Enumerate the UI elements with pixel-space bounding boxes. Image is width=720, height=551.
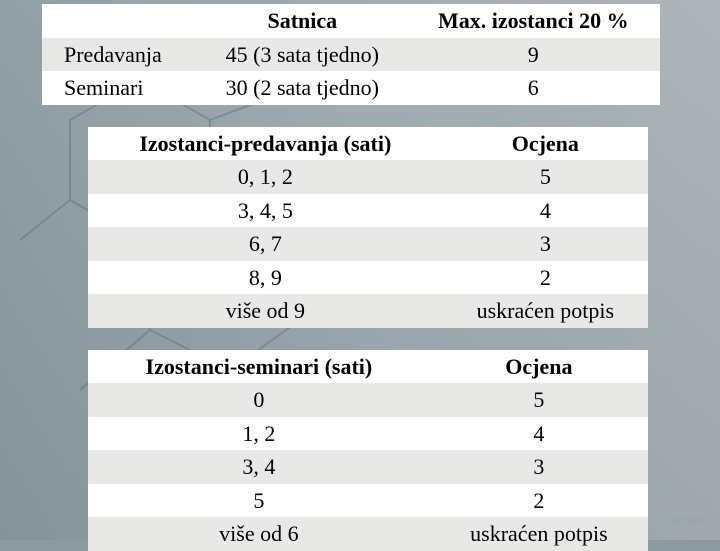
- table1-r1-c1: 30 (2 sata tjedno): [198, 71, 407, 105]
- table2-r2-c1: 3: [443, 227, 648, 261]
- table2-header-0: Izostanci-predavanja (sati): [88, 127, 443, 161]
- table3-r2-c0: 3, 4: [88, 450, 430, 484]
- table1-r1-c2: 6: [407, 71, 660, 105]
- table-row: 6, 7 3: [88, 227, 648, 261]
- table2-r1-c1: 4: [443, 194, 648, 228]
- table-row: 0, 1, 2 5: [88, 160, 648, 194]
- table3-header-0: Izostanci-seminari (sati): [88, 350, 430, 384]
- table1-r0-c1: 45 (3 sata tjedno): [198, 38, 407, 72]
- table3-r4-c1: uskraćen potpis: [430, 517, 648, 551]
- table-row: 0 5: [88, 383, 648, 417]
- table-row: više od 6 uskraćen potpis: [88, 517, 648, 551]
- table-header-row: Izostanci-seminari (sati) Ocjena: [88, 350, 648, 384]
- table1-r0-c2: 9: [407, 38, 660, 72]
- table-row: Predavanja 45 (3 sata tjedno) 9: [42, 38, 660, 72]
- table2-r3-c1: 2: [443, 261, 648, 295]
- table-row: 1, 2 4: [88, 417, 648, 451]
- table3-r2-c1: 3: [430, 450, 648, 484]
- slide-content: Satnica Max. izostanci 20 % Predavanja 4…: [0, 0, 720, 551]
- table-header-row: Izostanci-predavanja (sati) Ocjena: [88, 127, 648, 161]
- table3-r3-c1: 2: [430, 484, 648, 518]
- table1-header-satnica: Satnica: [198, 4, 407, 38]
- table-izostanci-predavanja: Izostanci-predavanja (sati) Ocjena 0, 1,…: [88, 127, 648, 328]
- table-row: Seminari 30 (2 sata tjedno) 6: [42, 71, 660, 105]
- table2-header-1: Ocjena: [443, 127, 648, 161]
- table3-header-1: Ocjena: [430, 350, 648, 384]
- table2-r3-c0: 8, 9: [88, 261, 443, 295]
- table3-r4-c0: više od 6: [88, 517, 430, 551]
- table2-r0-c1: 5: [443, 160, 648, 194]
- table3-r1-c1: 4: [430, 417, 648, 451]
- table3-r3-c0: 5: [88, 484, 430, 518]
- table-satnica: Satnica Max. izostanci 20 % Predavanja 4…: [42, 4, 660, 105]
- table3-r1-c0: 1, 2: [88, 417, 430, 451]
- table-row: 3, 4, 5 4: [88, 194, 648, 228]
- table3-r0-c0: 0: [88, 383, 430, 417]
- table2-r0-c0: 0, 1, 2: [88, 160, 443, 194]
- table-row: 5 2: [88, 484, 648, 518]
- table-row: 8, 9 2: [88, 261, 648, 295]
- footer-text: kemiju: [669, 514, 702, 526]
- table2-r4-c1: uskraćen potpis: [443, 294, 648, 328]
- table2-r4-c0: više od 9: [88, 294, 443, 328]
- table1-header-max: Max. izostanci 20 %: [407, 4, 660, 38]
- table-row: 3, 4 3: [88, 450, 648, 484]
- table-row: više od 9 uskraćen potpis: [88, 294, 648, 328]
- table2-r2-c0: 6, 7: [88, 227, 443, 261]
- table-izostanci-seminari: Izostanci-seminari (sati) Ocjena 0 5 1, …: [88, 350, 648, 551]
- table1-r0-c0: Predavanja: [42, 38, 198, 72]
- table1-r1-c0: Seminari: [42, 71, 198, 105]
- table2-r1-c0: 3, 4, 5: [88, 194, 443, 228]
- table1-header-blank: [42, 4, 198, 38]
- table3-r0-c1: 5: [430, 383, 648, 417]
- table-header-row: Satnica Max. izostanci 20 %: [42, 4, 660, 38]
